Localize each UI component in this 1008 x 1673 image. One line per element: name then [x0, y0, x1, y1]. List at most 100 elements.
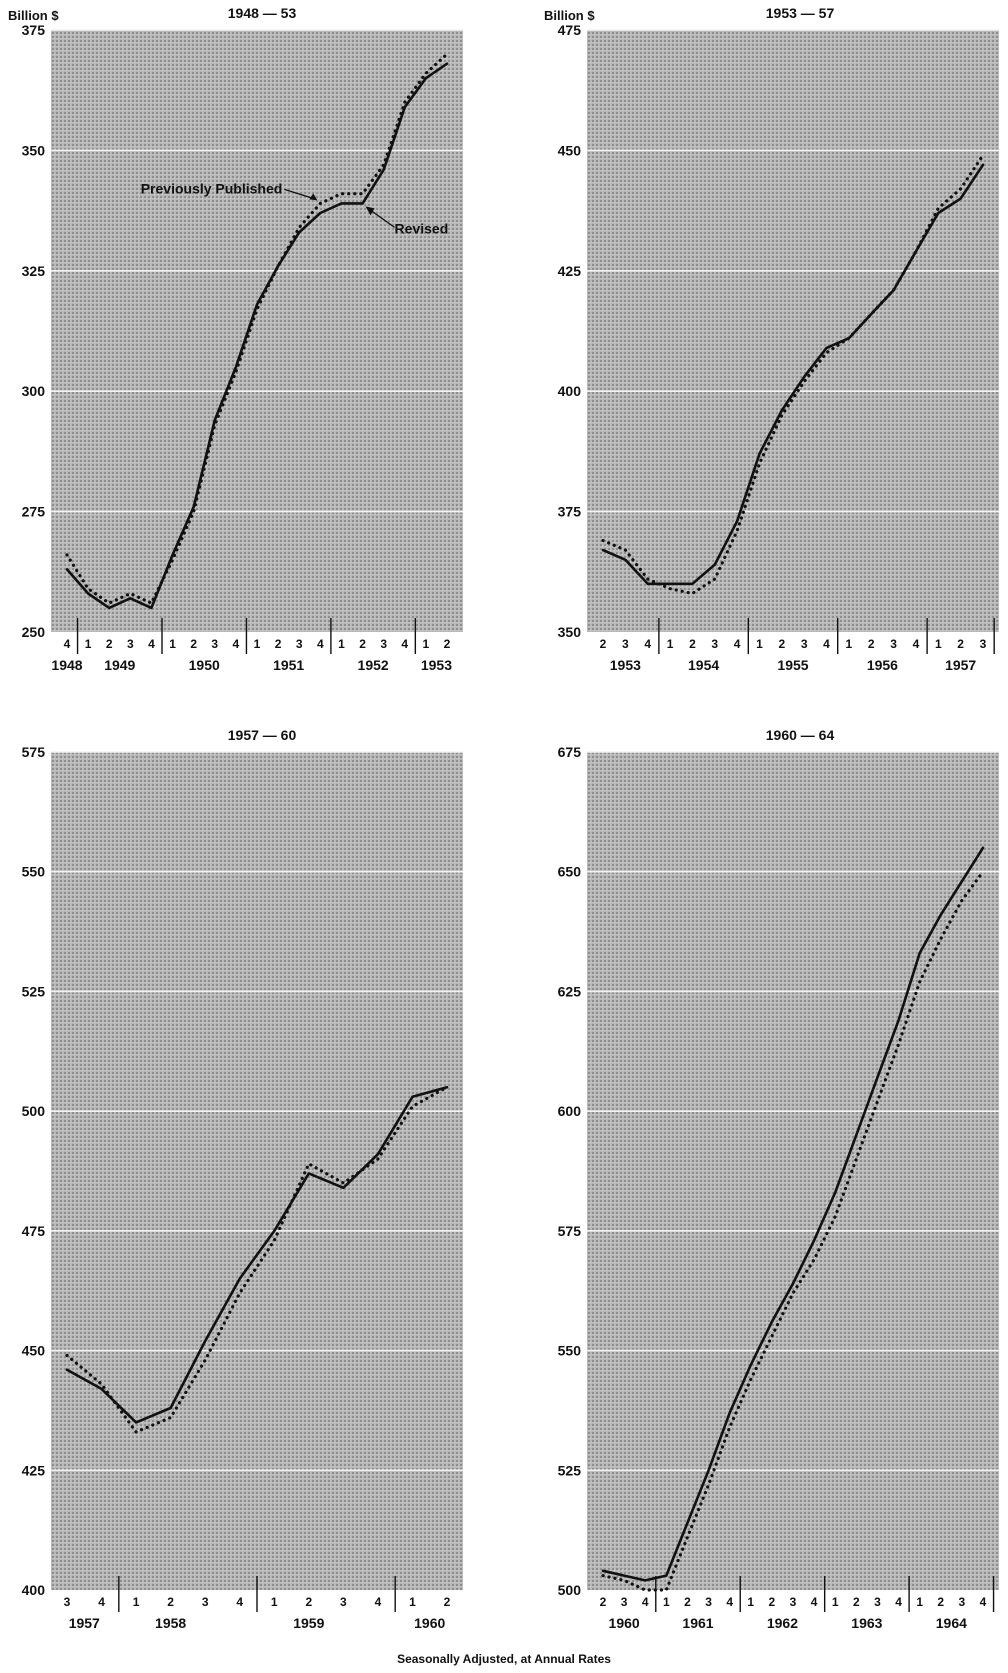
y-tick-label: 300: [22, 383, 46, 399]
chart-title: 1948 — 53: [228, 5, 297, 21]
data-point-revised: [855, 1134, 857, 1136]
data-point-previously-published: [66, 1354, 68, 1356]
data-point-previously-published: [669, 587, 671, 589]
data-point-revised: [771, 1321, 773, 1323]
data-point-previously-published: [736, 530, 738, 532]
data-point-previously-published: [298, 226, 300, 228]
x-quarter-label: 3: [801, 637, 808, 651]
data-point-revised: [940, 914, 942, 916]
data-point-revised: [382, 168, 384, 170]
x-year-label: 1957: [945, 657, 976, 673]
x-year-label: 1959: [293, 1615, 324, 1631]
data-point-revised: [150, 607, 152, 609]
data-point-previously-published: [377, 1158, 379, 1160]
data-point-previously-published: [940, 938, 942, 940]
chart-title: 1953 — 57: [766, 5, 835, 21]
x-year-label: 1961: [682, 1615, 713, 1631]
series-line-revised: [601, 163, 985, 586]
x-quarter-label: 3: [380, 637, 387, 651]
data-point-previously-published: [623, 1579, 625, 1581]
y-tick-label: 575: [558, 1223, 582, 1239]
x-quarter-label: 1: [133, 1595, 140, 1609]
x-quarter-label: 3: [211, 637, 218, 651]
data-point-revised: [665, 1574, 667, 1576]
data-point-revised: [340, 202, 342, 204]
arrowhead-icon: [309, 193, 318, 201]
data-point-previously-published: [750, 1378, 752, 1380]
data-point-revised: [803, 376, 805, 378]
data-point-revised: [87, 592, 89, 594]
y-tick-label: 325: [22, 263, 46, 279]
data-point-previously-published: [915, 250, 917, 252]
series-line-previously-published: [601, 870, 985, 1592]
x-quarter-label: 1: [271, 1595, 278, 1609]
data-point-revised: [100, 1388, 102, 1390]
x-quarter-label: 3: [790, 1595, 797, 1609]
x-quarter-label: 2: [868, 637, 875, 651]
data-point-previously-published: [892, 289, 894, 291]
data-point-previously-published: [686, 1536, 688, 1538]
data-point-previously-published: [781, 414, 783, 416]
data-point-previously-published: [855, 1158, 857, 1160]
data-point-revised: [876, 1076, 878, 1078]
data-point-revised: [602, 549, 604, 551]
y-tick-label: 350: [558, 624, 582, 640]
x-quarter-label: 2: [600, 1595, 607, 1609]
series-line-revised: [65, 1085, 449, 1424]
x-year-label: 1957: [69, 1615, 100, 1631]
data-point-revised: [273, 1230, 275, 1232]
data-point-previously-published: [342, 1182, 344, 1184]
data-point-previously-published: [319, 202, 321, 204]
data-point-revised: [918, 952, 920, 954]
data-point-revised: [308, 1172, 310, 1174]
data-point-previously-published: [214, 424, 216, 426]
data-point-revised: [792, 1282, 794, 1284]
x-year-label: 1953: [421, 657, 452, 673]
x-quarter-label: 3: [890, 637, 897, 651]
data-point-previously-published: [361, 193, 363, 195]
plot-area: [587, 30, 999, 632]
x-quarter-label: 1: [85, 637, 92, 651]
y-tick-label: 675: [558, 744, 582, 760]
data-point-revised: [377, 1153, 379, 1155]
x-year-label: 1952: [358, 657, 389, 673]
series-line-revised: [65, 62, 449, 610]
x-quarter-label: 1: [423, 637, 430, 651]
x-quarter-label: 4: [642, 1595, 649, 1609]
y-tick-label: 550: [558, 1343, 582, 1359]
data-point-previously-published: [446, 53, 448, 55]
data-point-previously-published: [848, 337, 850, 339]
data-point-revised: [623, 1574, 625, 1576]
x-quarter-label: 4: [233, 637, 240, 651]
data-point-previously-published: [918, 981, 920, 983]
x-quarter-label: 2: [853, 1595, 860, 1609]
data-point-previously-published: [961, 899, 963, 901]
data-point-revised: [66, 1369, 68, 1371]
x-quarter-label: 4: [644, 637, 651, 651]
x-year-label: 1954: [688, 657, 719, 673]
x-year-label: 1950: [189, 657, 220, 673]
x-year-label: 1949: [104, 657, 135, 673]
data-point-revised: [239, 1278, 241, 1280]
x-quarter-label: 3: [705, 1595, 712, 1609]
x-quarter-label: 1: [935, 637, 942, 651]
x-quarter-label: 2: [305, 1595, 312, 1609]
x-year-label: 1962: [767, 1615, 798, 1631]
x-quarter-label: 2: [957, 637, 964, 651]
data-point-revised: [781, 409, 783, 411]
y-tick-label: 500: [558, 1582, 582, 1598]
data-point-revised: [204, 1340, 206, 1342]
x-quarter-label: 3: [64, 1595, 71, 1609]
data-point-previously-published: [135, 1431, 137, 1433]
x-quarter-label: 3: [127, 637, 134, 651]
data-point-previously-published: [100, 1383, 102, 1385]
x-quarter-label: 2: [937, 1595, 944, 1609]
x-quarter-label: 4: [148, 637, 155, 651]
y-tick-label: 450: [22, 1343, 46, 1359]
data-point-previously-published: [803, 380, 805, 382]
arrowhead-icon: [365, 206, 375, 216]
data-point-revised: [361, 202, 363, 204]
y-tick-label: 525: [558, 1462, 582, 1478]
x-quarter-label: 3: [711, 637, 718, 651]
